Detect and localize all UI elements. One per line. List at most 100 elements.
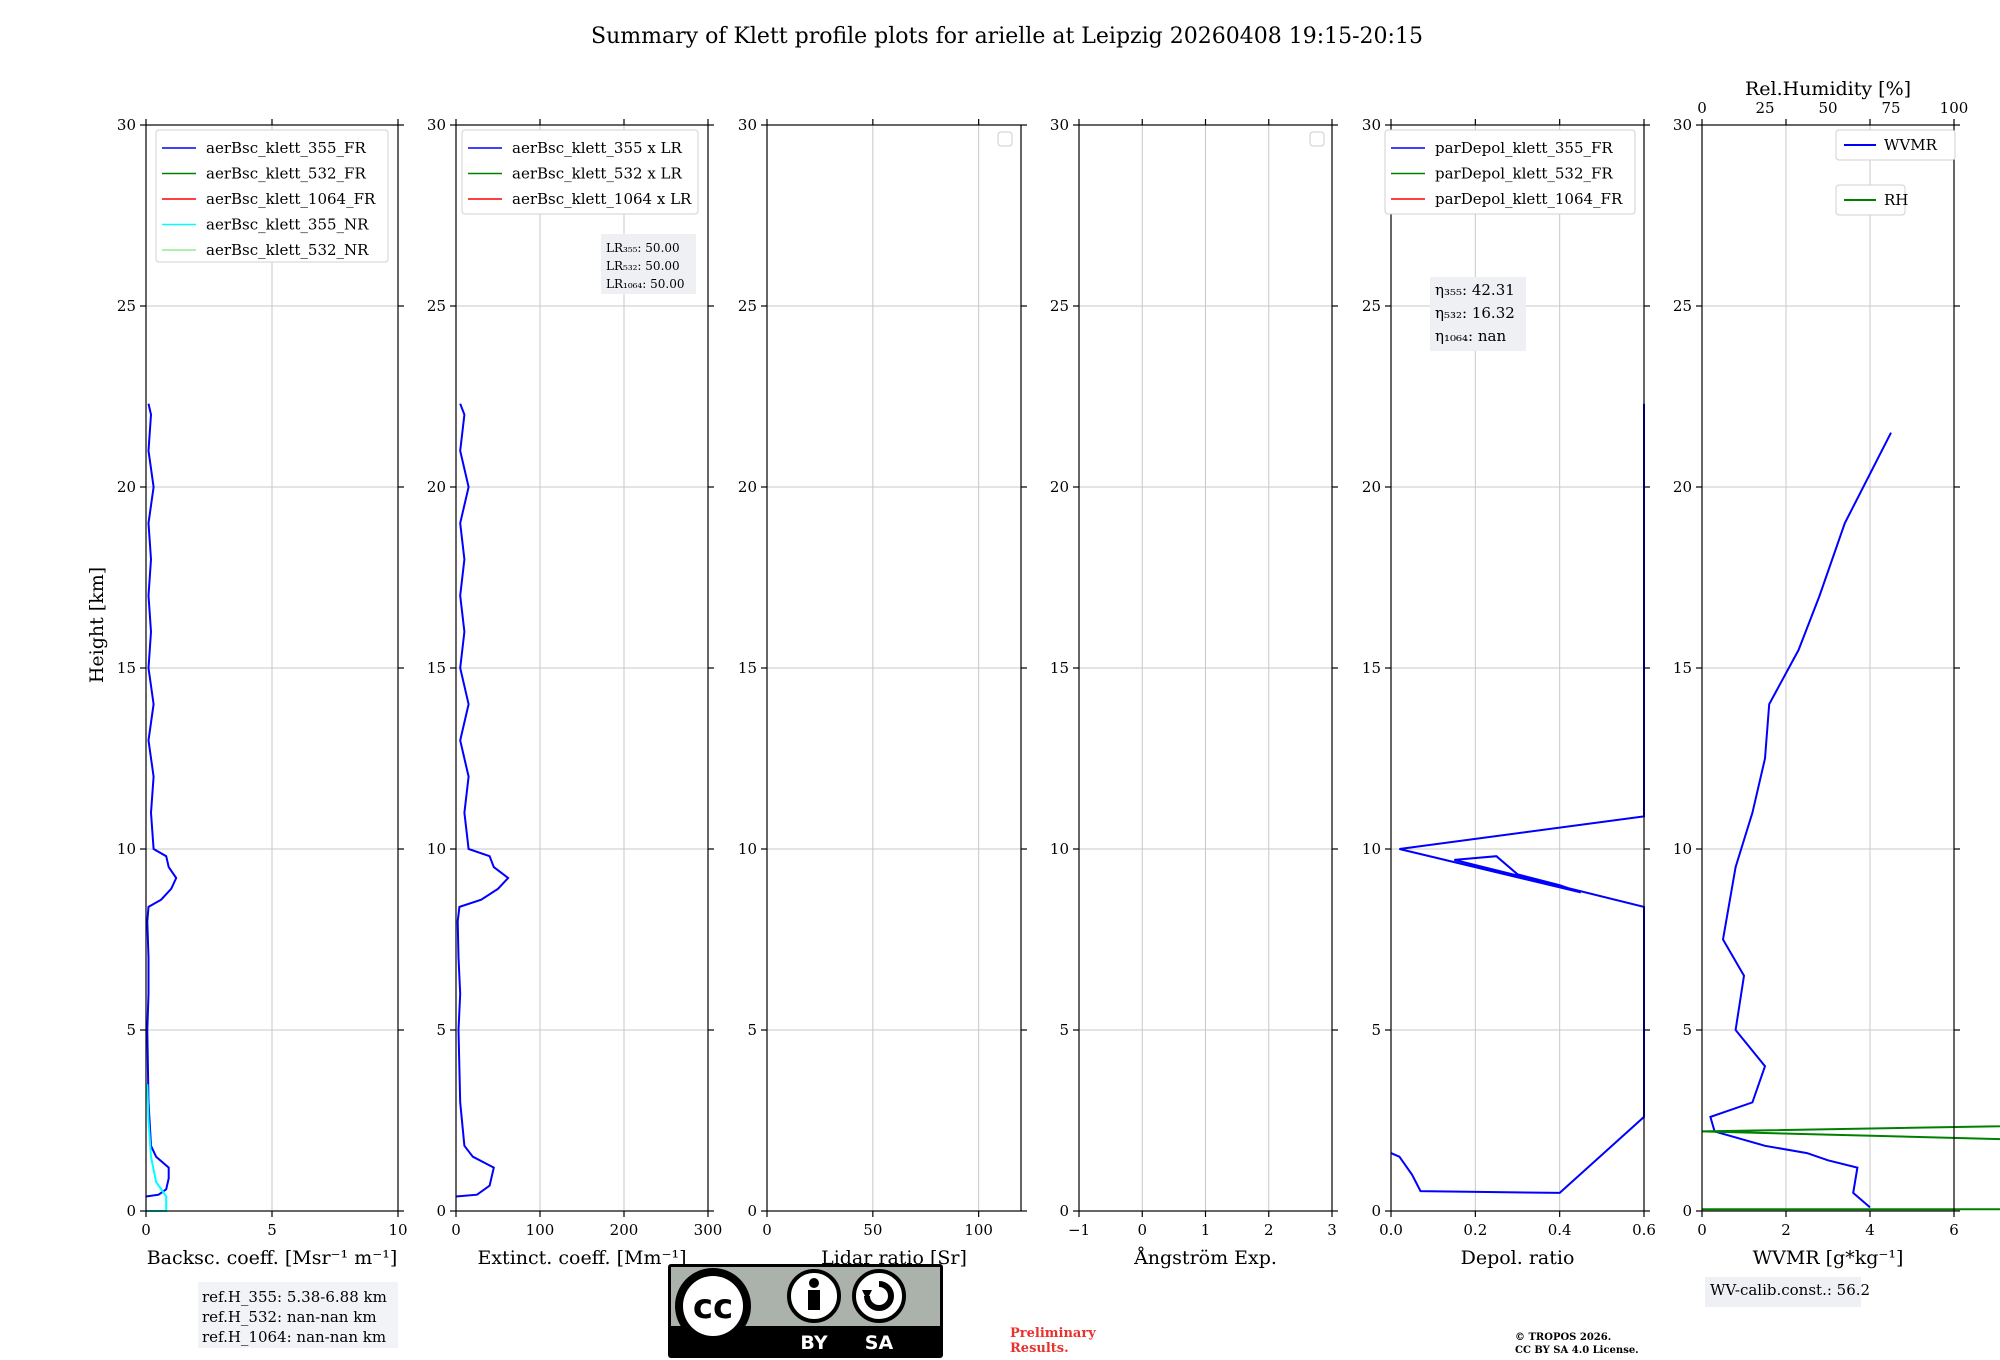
- x-tick-label: 5: [267, 1221, 277, 1239]
- x-tick-label: 0: [451, 1221, 461, 1239]
- legend-label: aerBsc_klett_1064 x LR: [512, 190, 692, 208]
- y-tick-label: 5: [1059, 1021, 1069, 1039]
- annotation-box: [1705, 1277, 1861, 1307]
- cc-by-sa-badge: cc BY SA: [668, 1264, 943, 1358]
- y-tick-label: 5: [1371, 1021, 1381, 1039]
- y-tick-label: 25: [1673, 297, 1692, 315]
- annotation-text: LR₃₅₅: 50.00: [606, 241, 680, 255]
- x-axis-label: Ångström Exp.: [1133, 1247, 1277, 1269]
- panel-lidar_ratio: 0 5 10 15 20 25 30 0 50 100 Lidar ratio [Sr]: [738, 116, 1027, 1269]
- top-x-tick-label: 25: [1755, 99, 1774, 117]
- legend-label: parDepol_klett_532_FR: [1435, 165, 1613, 183]
- y-tick-label: 25: [738, 297, 757, 315]
- x-tick-label: 50: [863, 1221, 882, 1239]
- y-tick-label: 5: [436, 1021, 446, 1039]
- y-tick-label: 25: [117, 297, 136, 315]
- legend-box: [1384, 129, 1636, 215]
- empty-legend: [1309, 131, 1325, 147]
- y-tick-label: 0: [1682, 1202, 1692, 1220]
- series-line-aerBsc_klett_355_FR: [145, 403, 178, 1198]
- annotation-text: WV-calib.const.: 56.2: [1710, 1281, 1870, 1299]
- y-tick-label: 25: [1050, 297, 1069, 315]
- panel-depolarization: 0 5 10 15 20 25 30 0.0 0.2 0.4 0.6 Depol. ratio parD…: [1362, 116, 1656, 1269]
- panel-wvmr: 0 5 10 15 20 25 30 0 2 4 6 WVMR [g*kg⁻¹] 0 25 50 75 100 R…: [1673, 78, 2000, 1307]
- y-tick-label: 30: [1362, 116, 1381, 134]
- legend-label: parDepol_klett_355_FR: [1435, 139, 1613, 157]
- y-axis-label: Height [km]: [86, 567, 108, 683]
- x-tick-label: 0.2: [1463, 1221, 1487, 1239]
- legend-box: [1835, 129, 1956, 161]
- y-tick-label: 10: [1050, 840, 1069, 858]
- top-x-tick-label: 100: [1940, 99, 1969, 117]
- y-tick-label: 20: [117, 478, 136, 496]
- y-tick-label: 25: [427, 297, 446, 315]
- top-axis-label: Rel.Humidity [%]: [1745, 78, 1911, 100]
- x-tick-label: 4: [1865, 1221, 1875, 1239]
- y-tick-label: 20: [427, 478, 446, 496]
- x-tick-label: 1: [1201, 1221, 1211, 1239]
- y-tick-label: 20: [1362, 478, 1381, 496]
- series-line-parDepol_klett_355_FR: [1390, 403, 1645, 1194]
- x-tick-label: 2: [1264, 1221, 1274, 1239]
- x-tick-label: 0.6: [1632, 1221, 1656, 1239]
- x-tick-label: 100: [526, 1221, 555, 1239]
- legend-label: aerBsc_klett_355 x LR: [512, 139, 683, 157]
- x-axis-label: Lidar ratio [Sr]: [821, 1247, 967, 1269]
- x-tick-label: −1: [1068, 1221, 1090, 1239]
- y-tick-label: 15: [427, 659, 446, 677]
- y-tick-label: 15: [1673, 659, 1692, 677]
- y-tick-label: 30: [1050, 116, 1069, 134]
- x-tick-label: 6: [1949, 1221, 1959, 1239]
- y-tick-label: 30: [427, 116, 446, 134]
- x-tick-label: 3: [1327, 1221, 1337, 1239]
- x-tick-label: 100: [964, 1221, 993, 1239]
- y-tick-label: 15: [738, 659, 757, 677]
- top-x-tick-label: 50: [1818, 99, 1837, 117]
- annotation-box: [1430, 277, 1526, 351]
- y-tick-label: 10: [427, 840, 446, 858]
- y-tick-label: 20: [1673, 478, 1692, 496]
- annotation-text: LR₅₃₂: 50.00: [606, 259, 680, 273]
- y-tick-label: 15: [1050, 659, 1069, 677]
- legend-label: parDepol_klett_1064_FR: [1435, 190, 1623, 208]
- y-tick-label: 0: [747, 1202, 757, 1220]
- x-tick-label: 0: [141, 1221, 151, 1239]
- legend-label: aerBsc_klett_355_FR: [206, 139, 366, 157]
- x-tick-label: 0: [1697, 1221, 1707, 1239]
- ref-height-355: ref.H_355: 5.38-6.88 km: [202, 1288, 387, 1306]
- y-tick-label: 5: [747, 1021, 757, 1039]
- x-axis-label: Extinct. coeff. [Mm⁻¹]: [477, 1247, 686, 1269]
- y-tick-label: 10: [1362, 840, 1381, 858]
- preliminary-note-line1: Preliminary: [1010, 1326, 1096, 1341]
- y-tick-label: 15: [1362, 659, 1381, 677]
- series-line-aerBsc_klett_355 x LR: [455, 403, 510, 1198]
- annotation-text: η₁₀₆₄: nan: [1435, 327, 1506, 345]
- x-tick-label: 2: [1781, 1221, 1791, 1239]
- top-x-tick-label: 0: [1697, 99, 1707, 117]
- x-axis-label: Backsc. coeff. [Msr⁻¹ m⁻¹]: [147, 1247, 398, 1269]
- y-tick-label: 10: [738, 840, 757, 858]
- svg-text:cc: cc: [693, 1287, 733, 1327]
- x-tick-label: 200: [610, 1221, 639, 1239]
- annotation-box: [601, 234, 696, 294]
- reference-height-box: ref.H_355: 5.38-6.88 km ref.H_532: nan-n…: [198, 1282, 398, 1348]
- legend-label: aerBsc_klett_355_NR: [206, 216, 369, 234]
- x-tick-label: 0: [762, 1221, 772, 1239]
- legend-box: [461, 129, 699, 215]
- legend-label: WVMR: [1884, 136, 1938, 154]
- y-tick-label: 20: [738, 478, 757, 496]
- y-tick-label: 15: [117, 659, 136, 677]
- badge-sa-label: SA: [865, 1332, 894, 1354]
- y-tick-label: 5: [126, 1021, 136, 1039]
- legend-label: aerBsc_klett_532_NR: [206, 241, 369, 259]
- x-tick-label: 0: [1137, 1221, 1147, 1239]
- copyright-line2: CC BY SA 4.0 License.: [1515, 1345, 1639, 1356]
- x-axis-label: WVMR [g*kg⁻¹]: [1753, 1247, 1904, 1269]
- ref-height-532: ref.H_532: nan-nan km: [202, 1308, 377, 1326]
- y-tick-label: 30: [738, 116, 757, 134]
- x-axis-label: Depol. ratio: [1461, 1247, 1575, 1269]
